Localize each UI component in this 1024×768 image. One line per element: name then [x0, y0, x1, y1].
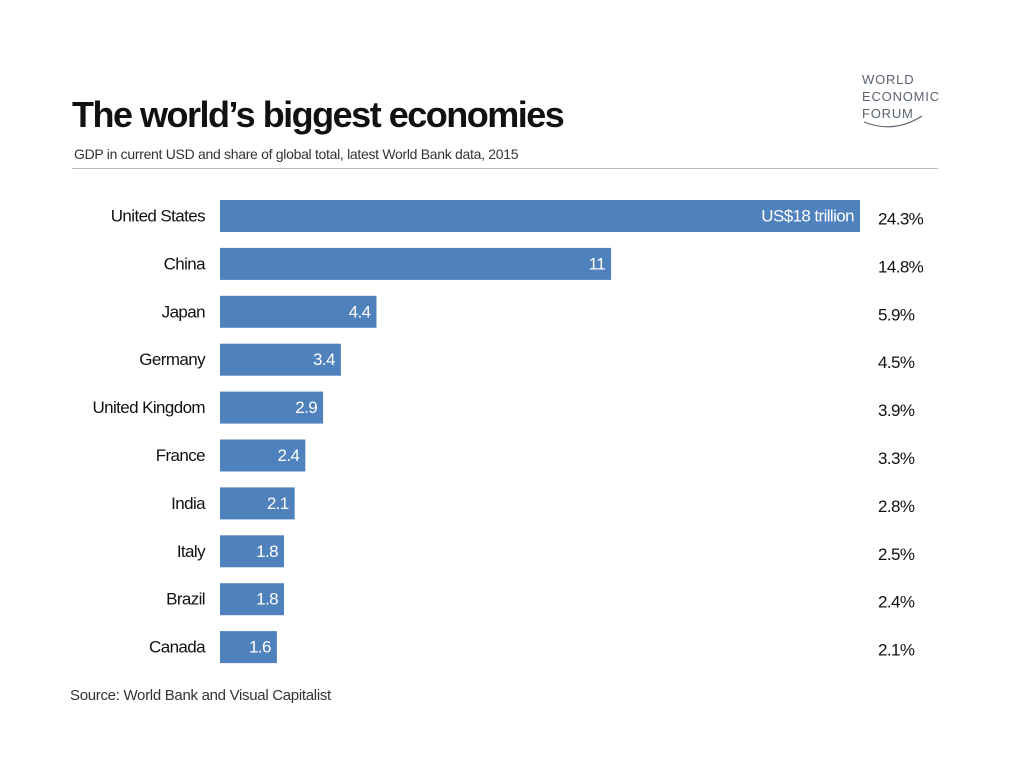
value-label-united-states: US$18 trillion — [761, 207, 854, 226]
bar-row-italy: Italy 1.8 2.5% — [177, 535, 915, 568]
source-note: Source: World Bank and Visual Capitalist — [70, 687, 331, 704]
category-label-italy: Italy — [177, 542, 206, 561]
bar-united-kingdom — [220, 391, 324, 424]
value-label-united-kingdom: 2.9 — [295, 398, 317, 417]
category-label-canada: Canada — [149, 638, 206, 657]
share-label-canada: 2.1% — [878, 641, 915, 660]
value-label-india: 2.1 — [267, 494, 289, 513]
bar-row-china: China 11 14.8% — [164, 247, 924, 280]
bar-row-brazil: Brazil 1.8 2.4% — [166, 583, 915, 616]
share-label-brazil: 2.4% — [878, 593, 915, 612]
chart-subtitle: GDP in current USD and share of global t… — [74, 146, 519, 162]
bar-italy — [220, 535, 284, 568]
share-label-china: 14.8% — [878, 257, 924, 276]
logo-arc-icon — [863, 115, 923, 128]
share-label-united-kingdom: 3.9% — [878, 401, 915, 420]
category-label-india: India — [171, 494, 206, 513]
chart-title: The world’s biggest economies — [72, 94, 565, 135]
logo-text-line-3: FORUM — [862, 106, 914, 121]
bar-row-japan: Japan 4.4 5.9% — [162, 295, 915, 328]
value-label-china: 11 — [589, 254, 606, 273]
category-label-japan: Japan — [162, 302, 205, 321]
share-label-india: 2.8% — [878, 497, 915, 516]
category-label-united-kingdom: United Kingdom — [92, 398, 205, 417]
value-label-italy: 1.8 — [256, 542, 278, 561]
bar-india — [220, 487, 295, 520]
bar-row-germany: Germany 3.4 4.5% — [139, 343, 915, 376]
bar-germany — [220, 343, 341, 376]
share-label-italy: 2.5% — [878, 545, 915, 564]
category-label-france: France — [156, 446, 205, 465]
share-label-united-states: 24.3% — [878, 210, 924, 229]
bar-canada — [220, 631, 277, 664]
category-label-brazil: Brazil — [166, 590, 205, 609]
value-label-japan: 4.4 — [349, 302, 371, 321]
bar-japan — [220, 295, 377, 328]
value-label-germany: 3.4 — [313, 350, 335, 369]
bar-row-india: India 2.1 2.8% — [171, 487, 915, 520]
bar-china — [220, 247, 612, 280]
category-label-germany: Germany — [139, 350, 206, 369]
bar-row-united-states: United States US$18 trillion 24.3% — [111, 200, 924, 232]
logo-text-line-1: WORLD — [862, 72, 915, 87]
category-label-united-states: United States — [111, 207, 205, 226]
bar-united-states — [220, 200, 860, 232]
header-divider — [72, 168, 938, 169]
wef-logo: WORLD ECONOMIC FORUM — [862, 72, 942, 130]
share-label-japan: 5.9% — [878, 305, 915, 324]
share-label-france: 3.3% — [878, 449, 915, 468]
value-label-brazil: 1.8 — [256, 590, 278, 609]
category-label-china: China — [164, 254, 207, 273]
bar-brazil — [220, 583, 284, 616]
bar-row-united-kingdom: United Kingdom 2.9 3.9% — [92, 391, 915, 424]
logo-text-line-2: ECONOMIC — [862, 89, 940, 104]
bar-row-canada: Canada 1.6 2.1% — [149, 631, 915, 664]
bar-france — [220, 439, 306, 472]
value-label-france: 2.4 — [277, 446, 299, 465]
bar-row-france: France 2.4 3.3% — [156, 439, 915, 472]
share-label-germany: 4.5% — [878, 353, 915, 372]
value-label-canada: 1.6 — [249, 638, 271, 657]
